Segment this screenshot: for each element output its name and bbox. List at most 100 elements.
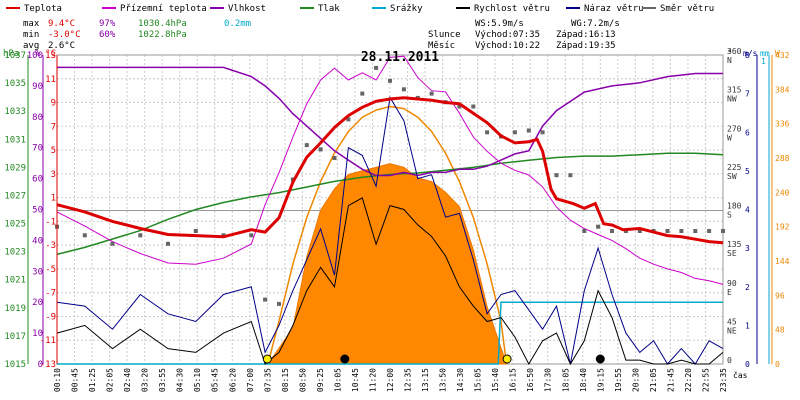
x-tick-label: 02:40 xyxy=(123,368,132,392)
info-sunset: Západ:16:13 xyxy=(556,30,616,40)
axis-pct-tick: 70 xyxy=(32,144,43,154)
x-tick-label: 08:50 xyxy=(298,368,307,392)
wind-direction-point xyxy=(526,128,531,133)
x-tick-label: 21:45 xyxy=(666,368,675,392)
wind-direction-point xyxy=(360,91,365,96)
axis-pct-tick: 80 xyxy=(32,113,43,123)
wind-direction-point xyxy=(721,229,725,233)
x-tick-label: 15:40 xyxy=(491,368,500,392)
marker-východ-slunce xyxy=(262,354,272,364)
axis-dir-tick: 135 xyxy=(727,240,742,249)
axis-pct-tick: 30 xyxy=(32,267,43,277)
axis-hpa-tick: 1021 xyxy=(4,276,26,286)
axis-celsius-tick: 1 xyxy=(51,194,56,204)
chart-legend: Teplota Přízemní teplota Vlhkost Tlak Srážky… xyxy=(6,4,714,14)
wind-direction-point xyxy=(568,173,573,178)
axis-hpa-tick: 1037 xyxy=(4,51,26,61)
axis-celsius-tick: -7 xyxy=(45,289,56,299)
axis-hpa-tick: 1027 xyxy=(4,192,26,202)
wind-direction-point xyxy=(263,297,268,302)
axis-hpa-tick: 1019 xyxy=(4,304,26,314)
axis-dir-tick: 360 xyxy=(727,47,742,56)
wind-direction-point xyxy=(582,229,587,233)
stat-max-label: max xyxy=(23,19,40,29)
axis-w-tick: 384 xyxy=(775,85,790,94)
stat-max-rain: 0.2mm xyxy=(224,19,251,29)
wind-direction-point xyxy=(332,156,337,160)
legend-label: Rychlost větru xyxy=(474,4,550,14)
x-tick-label: 05:45 xyxy=(211,368,220,392)
axis-ms-tick: 0 xyxy=(745,360,750,369)
x-tick-label: 10:05 xyxy=(333,368,342,392)
x-tick-label: 19:15 xyxy=(596,368,605,392)
wind-direction-point xyxy=(346,117,351,122)
x-tick-label: 03:20 xyxy=(141,368,150,392)
axis-ms-label: m/s xyxy=(743,49,758,58)
wind-direction-point xyxy=(679,229,684,233)
x-tick-label: 23:35 xyxy=(719,368,728,392)
axis-ms-tick: 3 xyxy=(745,244,750,253)
axis-hpa-tick: 1017 xyxy=(4,332,26,342)
axis-celsius-tick: -3 xyxy=(45,241,56,251)
axis-w-tick: 192 xyxy=(775,223,790,232)
axis-ms-tick: 7 xyxy=(745,90,750,99)
axis-dir-name: S xyxy=(727,211,732,220)
axis-ms-tick: 2 xyxy=(745,283,750,292)
legend-label: Tlak xyxy=(318,4,340,14)
axis-celsius-tick: -9 xyxy=(45,313,56,323)
x-tick-label: 00:45 xyxy=(71,368,80,392)
stat-min-label: min xyxy=(23,30,39,40)
axis-celsius-label: °C xyxy=(45,49,56,59)
axis-pct-tick: 100 xyxy=(27,51,43,61)
wind-direction-point xyxy=(471,104,476,109)
axis-celsius-tick: 3 xyxy=(51,170,56,180)
axis-pct-tick: 10 xyxy=(32,329,43,339)
x-tick-label: 22:20 xyxy=(684,368,693,392)
axis-ms-tick: 1 xyxy=(745,321,750,330)
series-humidity xyxy=(57,66,723,177)
legend-label: Náraz větru xyxy=(584,4,644,14)
axis-pct-tick: 20 xyxy=(32,298,43,308)
axis-celsius-tick: -11 xyxy=(40,336,56,346)
axis-dir-name: W xyxy=(727,133,732,142)
x-tick-label: 14:30 xyxy=(456,368,465,392)
info-ws: WS:5.9m/s xyxy=(475,19,524,29)
stat-max-press: 1030.4hPa xyxy=(138,19,187,29)
axis-dir-tick: 315 xyxy=(727,86,742,95)
x-tick-label: 16:15 xyxy=(509,368,518,392)
series-wind-speed xyxy=(56,197,724,366)
axis-w-label: W xyxy=(775,49,780,58)
info-moonrise: Východ:10:22 xyxy=(475,41,540,51)
series-theoretical-radiation xyxy=(267,105,508,365)
chart-axes: hPa1037103510331031102910271025102310211… xyxy=(3,47,790,392)
axis-dir-tick: 0 xyxy=(727,356,732,365)
wind-direction-point xyxy=(193,229,198,233)
axis-celsius-tick: 9 xyxy=(51,99,56,109)
wind-direction-point xyxy=(304,143,309,148)
wind-direction-point xyxy=(318,147,323,152)
axis-dir-tick: 225 xyxy=(727,163,742,172)
axis-pct-tick: 50 xyxy=(32,206,43,216)
x-tick-label: 21:05 xyxy=(649,368,658,392)
axis-hpa-tick: 1023 xyxy=(4,248,26,258)
axis-celsius-tick: 7 xyxy=(51,122,56,132)
series-rain xyxy=(57,301,723,365)
wind-direction-point xyxy=(610,229,614,233)
info-moonset: Západ:19:35 xyxy=(556,41,616,51)
wind-direction-point xyxy=(693,229,698,233)
axis-dir-name: SW xyxy=(727,172,737,181)
axis-hpa-tick: 1031 xyxy=(4,135,26,145)
x-tick-label: 22:55 xyxy=(702,368,711,392)
axis-dir-name: NE xyxy=(727,326,737,335)
axis-pct-tick: 90 xyxy=(32,82,43,92)
wind-direction-point xyxy=(110,241,115,246)
axis-hpa-tick: 1025 xyxy=(4,220,26,230)
x-tick-label: 09:25 xyxy=(316,368,325,392)
x-tick-label: 02:05 xyxy=(106,368,115,392)
wind-direction-point xyxy=(554,173,559,178)
x-tick-label: 17:30 xyxy=(544,368,553,392)
axis-celsius-tick: -1 xyxy=(45,217,56,227)
x-tick-label: 12:00 xyxy=(386,368,395,392)
x-tick-label: 20:30 xyxy=(631,368,640,392)
info-sunrise: Východ:07:35 xyxy=(475,30,540,40)
